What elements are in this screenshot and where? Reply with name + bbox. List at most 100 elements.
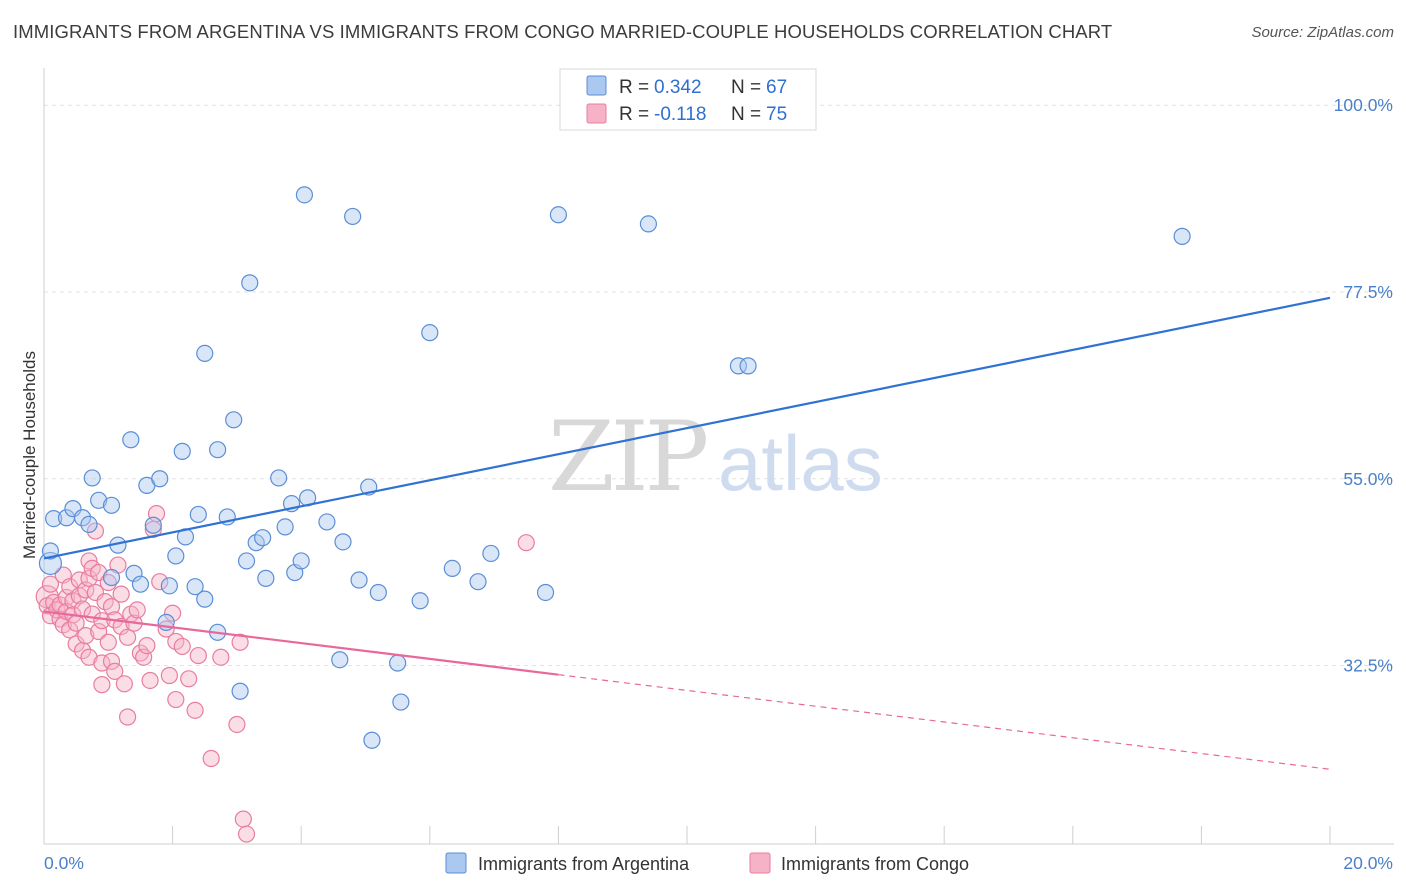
argentina-point [160, 577, 178, 595]
congo-point [70, 587, 88, 605]
congo-point [115, 675, 133, 693]
congo-point [164, 604, 182, 622]
argentina-point [237, 552, 256, 570]
congo-point [228, 715, 246, 734]
argentina-point [131, 575, 150, 593]
argentina-point [73, 509, 92, 527]
congo-point [118, 708, 137, 726]
x-tick-label-left: 0.0% [44, 853, 84, 873]
argentina-point [443, 559, 461, 578]
trendlines [43, 296, 1331, 770]
y-tick-labels: 100.0% 77.5% 55.0% 32.5% [1334, 95, 1393, 675]
congo-point [173, 637, 191, 656]
congo-point [102, 652, 121, 670]
y-tick-label: 32.5% [1343, 656, 1393, 676]
congo-point [118, 628, 137, 646]
argentina-point [225, 411, 243, 429]
argentina-point [196, 344, 214, 363]
y-tick-label: 55.0% [1343, 469, 1393, 489]
congo-point [234, 810, 252, 828]
argentina-point [411, 592, 429, 610]
congo-points [35, 505, 535, 843]
argentina-point [334, 533, 352, 551]
correlation-legend: R = 0.342 N = 67 R = -0.118 N = 75 [559, 68, 817, 131]
legend-n-value-argentina: 67 [766, 77, 787, 98]
y-tick-label: 100.0% [1334, 95, 1393, 115]
congo-point [141, 671, 159, 690]
y-tick-label: 77.5% [1343, 282, 1393, 302]
argentina-trendline [43, 296, 1331, 560]
argentina-point [536, 583, 555, 602]
congo-point [106, 662, 124, 680]
legend-n-value-congo: 75 [766, 104, 787, 125]
congo-point [186, 701, 204, 719]
argentina-point [90, 491, 108, 509]
argentina-point [331, 651, 349, 669]
argentina-point [189, 505, 207, 524]
argentina-point [231, 682, 249, 700]
congo-point [93, 676, 111, 694]
argentina-point [1173, 227, 1191, 245]
argentina-point [350, 571, 368, 589]
argentina-point [102, 568, 121, 587]
source-credit: Source: ZipAtlas.com [1251, 24, 1394, 41]
congo-point [77, 627, 95, 645]
argentina-point [125, 564, 143, 582]
argentina-point [83, 469, 101, 487]
legend-r-value-congo: -0.118 [654, 104, 706, 125]
argentina-point [739, 357, 757, 375]
series-legend: Immigrants from Argentina Immigrants fro… [445, 852, 969, 874]
congo-point [212, 648, 230, 666]
argentina-point [257, 569, 275, 587]
bottom-legend-swatch-congo [749, 852, 771, 874]
congo-point [90, 622, 108, 641]
argentina-point [392, 693, 410, 711]
congo-point [86, 522, 105, 540]
congo-point [231, 633, 249, 651]
legend-n-label-argentina: N = [731, 77, 761, 98]
congo-point [112, 585, 130, 603]
bottom-legend-swatch-argentina [445, 852, 467, 874]
legend-swatch-congo [586, 103, 607, 124]
congo-point [102, 597, 121, 616]
legend-r-label-congo: R = [619, 104, 649, 125]
congo-trendline-dashed [558, 674, 1331, 770]
argentina-point [318, 513, 336, 531]
congo-point [160, 666, 178, 685]
argentina-point [41, 542, 60, 560]
congo-point [167, 690, 185, 709]
congo-point [202, 749, 220, 768]
legend-n-label-congo: N = [731, 104, 761, 125]
bottom-legend-label-argentina: Immigrants from Argentina [478, 854, 690, 874]
argentina-point [549, 206, 568, 224]
congo-point [128, 601, 146, 619]
argentina-point [369, 583, 387, 602]
congo-point [138, 637, 156, 655]
argentina-point [167, 547, 185, 565]
legend-r-label-argentina: R = [619, 77, 649, 98]
congo-point [180, 670, 198, 688]
y-axis-title: Married-couple Households [20, 351, 39, 559]
bottom-legend-label-congo: Immigrants from Congo [781, 854, 969, 874]
congo-point [517, 534, 535, 552]
chart-title: IMMIGRANTS FROM ARGENTINA VS IMMIGRANTS … [13, 21, 1113, 42]
argentina-point [421, 324, 439, 342]
argentina-point [270, 469, 288, 487]
congo-trendline-solid [43, 610, 559, 676]
argentina-point [276, 518, 294, 536]
congo-point [189, 646, 207, 665]
argentina-point [144, 516, 162, 534]
argentina-point [186, 578, 204, 596]
argentina-point [151, 470, 169, 488]
argentina-point [209, 441, 227, 459]
legend-r-value-argentina: 0.342 [654, 77, 702, 98]
argentina-point [196, 590, 214, 608]
argentina-point [80, 515, 98, 534]
argentina-point [729, 357, 748, 375]
argentina-point [292, 552, 310, 570]
axes [43, 68, 1394, 845]
argentina-point [45, 509, 63, 528]
argentina-point [363, 731, 381, 749]
congo-point [99, 633, 117, 651]
